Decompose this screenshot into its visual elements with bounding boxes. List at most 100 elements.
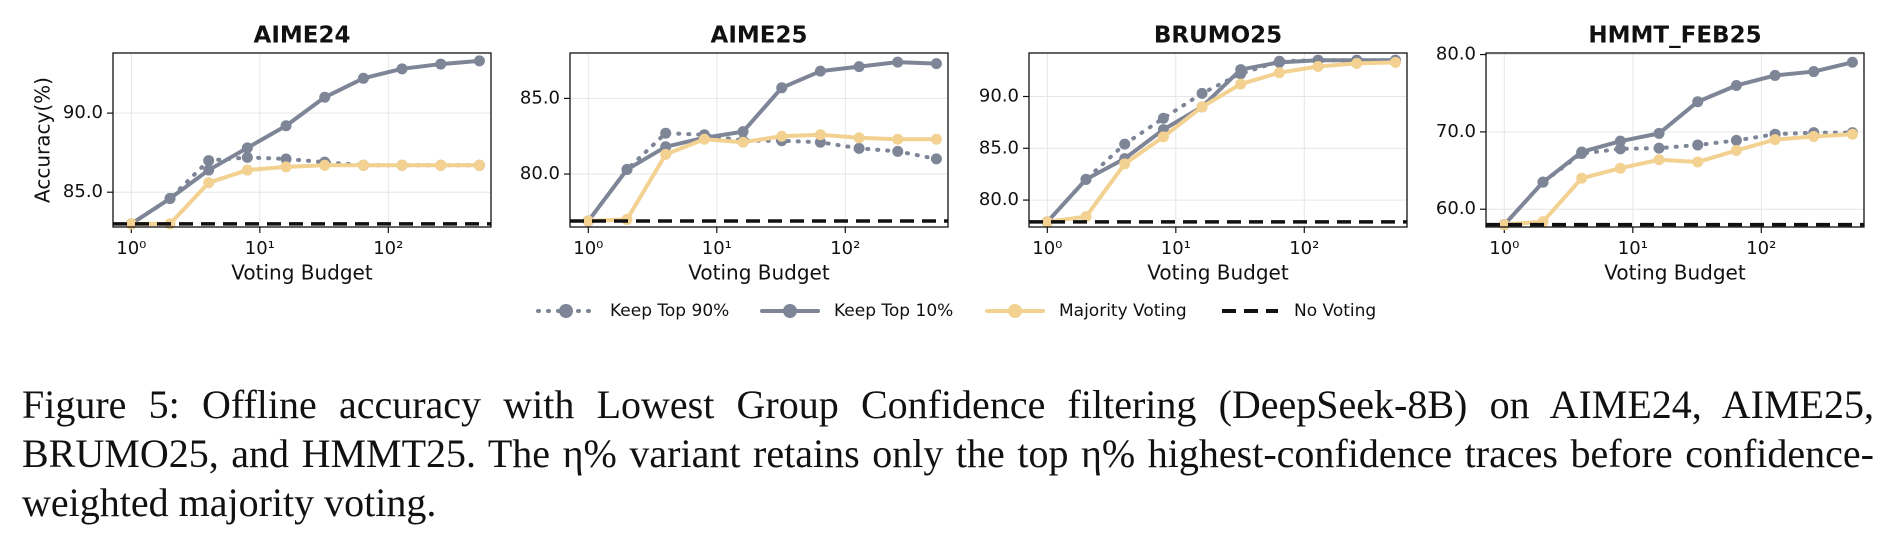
legend-label: Majority Voting [1059,301,1187,321]
axes-frame [569,52,949,228]
point [582,215,594,227]
point [396,63,408,75]
y-axis-label: Accuracy(%) [31,77,55,203]
x-tick-label: 10² [1289,238,1319,259]
x-axis-label: Voting Budget [231,261,373,285]
point [1692,156,1704,168]
x-tick-label: 10⁰ [1032,238,1062,259]
point [1080,211,1092,223]
series-line [1502,60,1855,227]
point [1653,142,1665,154]
legend-marker [559,304,573,318]
x-axis-label: Voting Budget [1147,261,1289,285]
point [203,177,215,189]
point [1730,79,1742,91]
y-tick-label: 90.0 [979,86,1019,107]
series-line [1045,58,1398,224]
point [241,151,253,163]
series-line [129,163,482,226]
point [1769,134,1781,146]
chart-title: HMMT_FEB25 [1588,23,1761,49]
point [1196,87,1208,99]
point [1692,96,1704,108]
series-line [129,58,482,226]
point [621,164,633,176]
axes-frame [112,52,492,228]
legend-label: Keep Top 10% [834,301,953,321]
point [1235,64,1247,76]
x-tick-label: 10⁰ [116,238,146,259]
point [435,58,447,70]
point [1808,131,1820,143]
point [737,126,749,138]
point [396,159,408,171]
chart-title: AIME25 [711,23,808,49]
point [1041,216,1053,228]
point [1692,139,1704,151]
x-tick-label: 10¹ [1618,238,1648,259]
point [473,55,485,67]
point [241,142,253,154]
y-tick-label: 90.0 [63,102,103,123]
x-axis-label: Voting Budget [1604,261,1746,285]
point [776,82,788,94]
axes-frame [1485,52,1865,228]
point [892,56,904,68]
x-tick-label: 10² [373,238,403,259]
series-line [586,60,939,223]
point [1576,146,1588,158]
point [435,159,447,171]
point [1273,56,1285,68]
series-line [586,132,939,223]
x-tick-label: 10² [1746,238,1776,259]
y-tick-label: 85.0 [63,181,103,202]
y-tick-label: 70.0 [1436,121,1476,142]
point [1157,131,1169,143]
legend-label: Keep Top 90% [610,301,729,321]
point [1389,56,1401,68]
point [1576,172,1588,184]
point [203,164,215,176]
point [357,159,369,171]
point [280,120,292,132]
point [1846,128,1858,140]
point [1351,57,1363,69]
point [698,133,710,145]
point [203,155,215,167]
point [660,148,672,160]
point [660,127,672,139]
chart-title: AIME24 [254,23,351,49]
point [1653,154,1665,166]
point [1235,78,1247,90]
series-line [1502,130,1855,227]
y-tick-label: 80.0 [520,163,560,184]
y-tick-label: 85.0 [979,137,1019,158]
point [1080,173,1092,185]
point [1769,69,1781,81]
point [892,133,904,145]
point [814,65,826,77]
x-tick-label: 10² [830,238,860,259]
point [1273,67,1285,79]
point [737,136,749,148]
x-tick-label: 10¹ [245,238,275,259]
x-tick-label: 10¹ [702,238,732,259]
x-tick-label: 10⁰ [1489,238,1519,259]
point [776,130,788,142]
point [1312,60,1324,72]
point [1157,112,1169,124]
point [1537,176,1549,188]
point [814,129,826,141]
point [280,161,292,173]
point [473,159,485,171]
x-axis-label: Voting Budget [688,261,830,285]
legend-label: No Voting [1294,301,1376,321]
point [930,133,942,145]
point [660,141,672,153]
x-tick-label: 10¹ [1161,238,1191,259]
point [814,136,826,148]
point [1846,56,1858,68]
axes-frame [1028,52,1408,228]
